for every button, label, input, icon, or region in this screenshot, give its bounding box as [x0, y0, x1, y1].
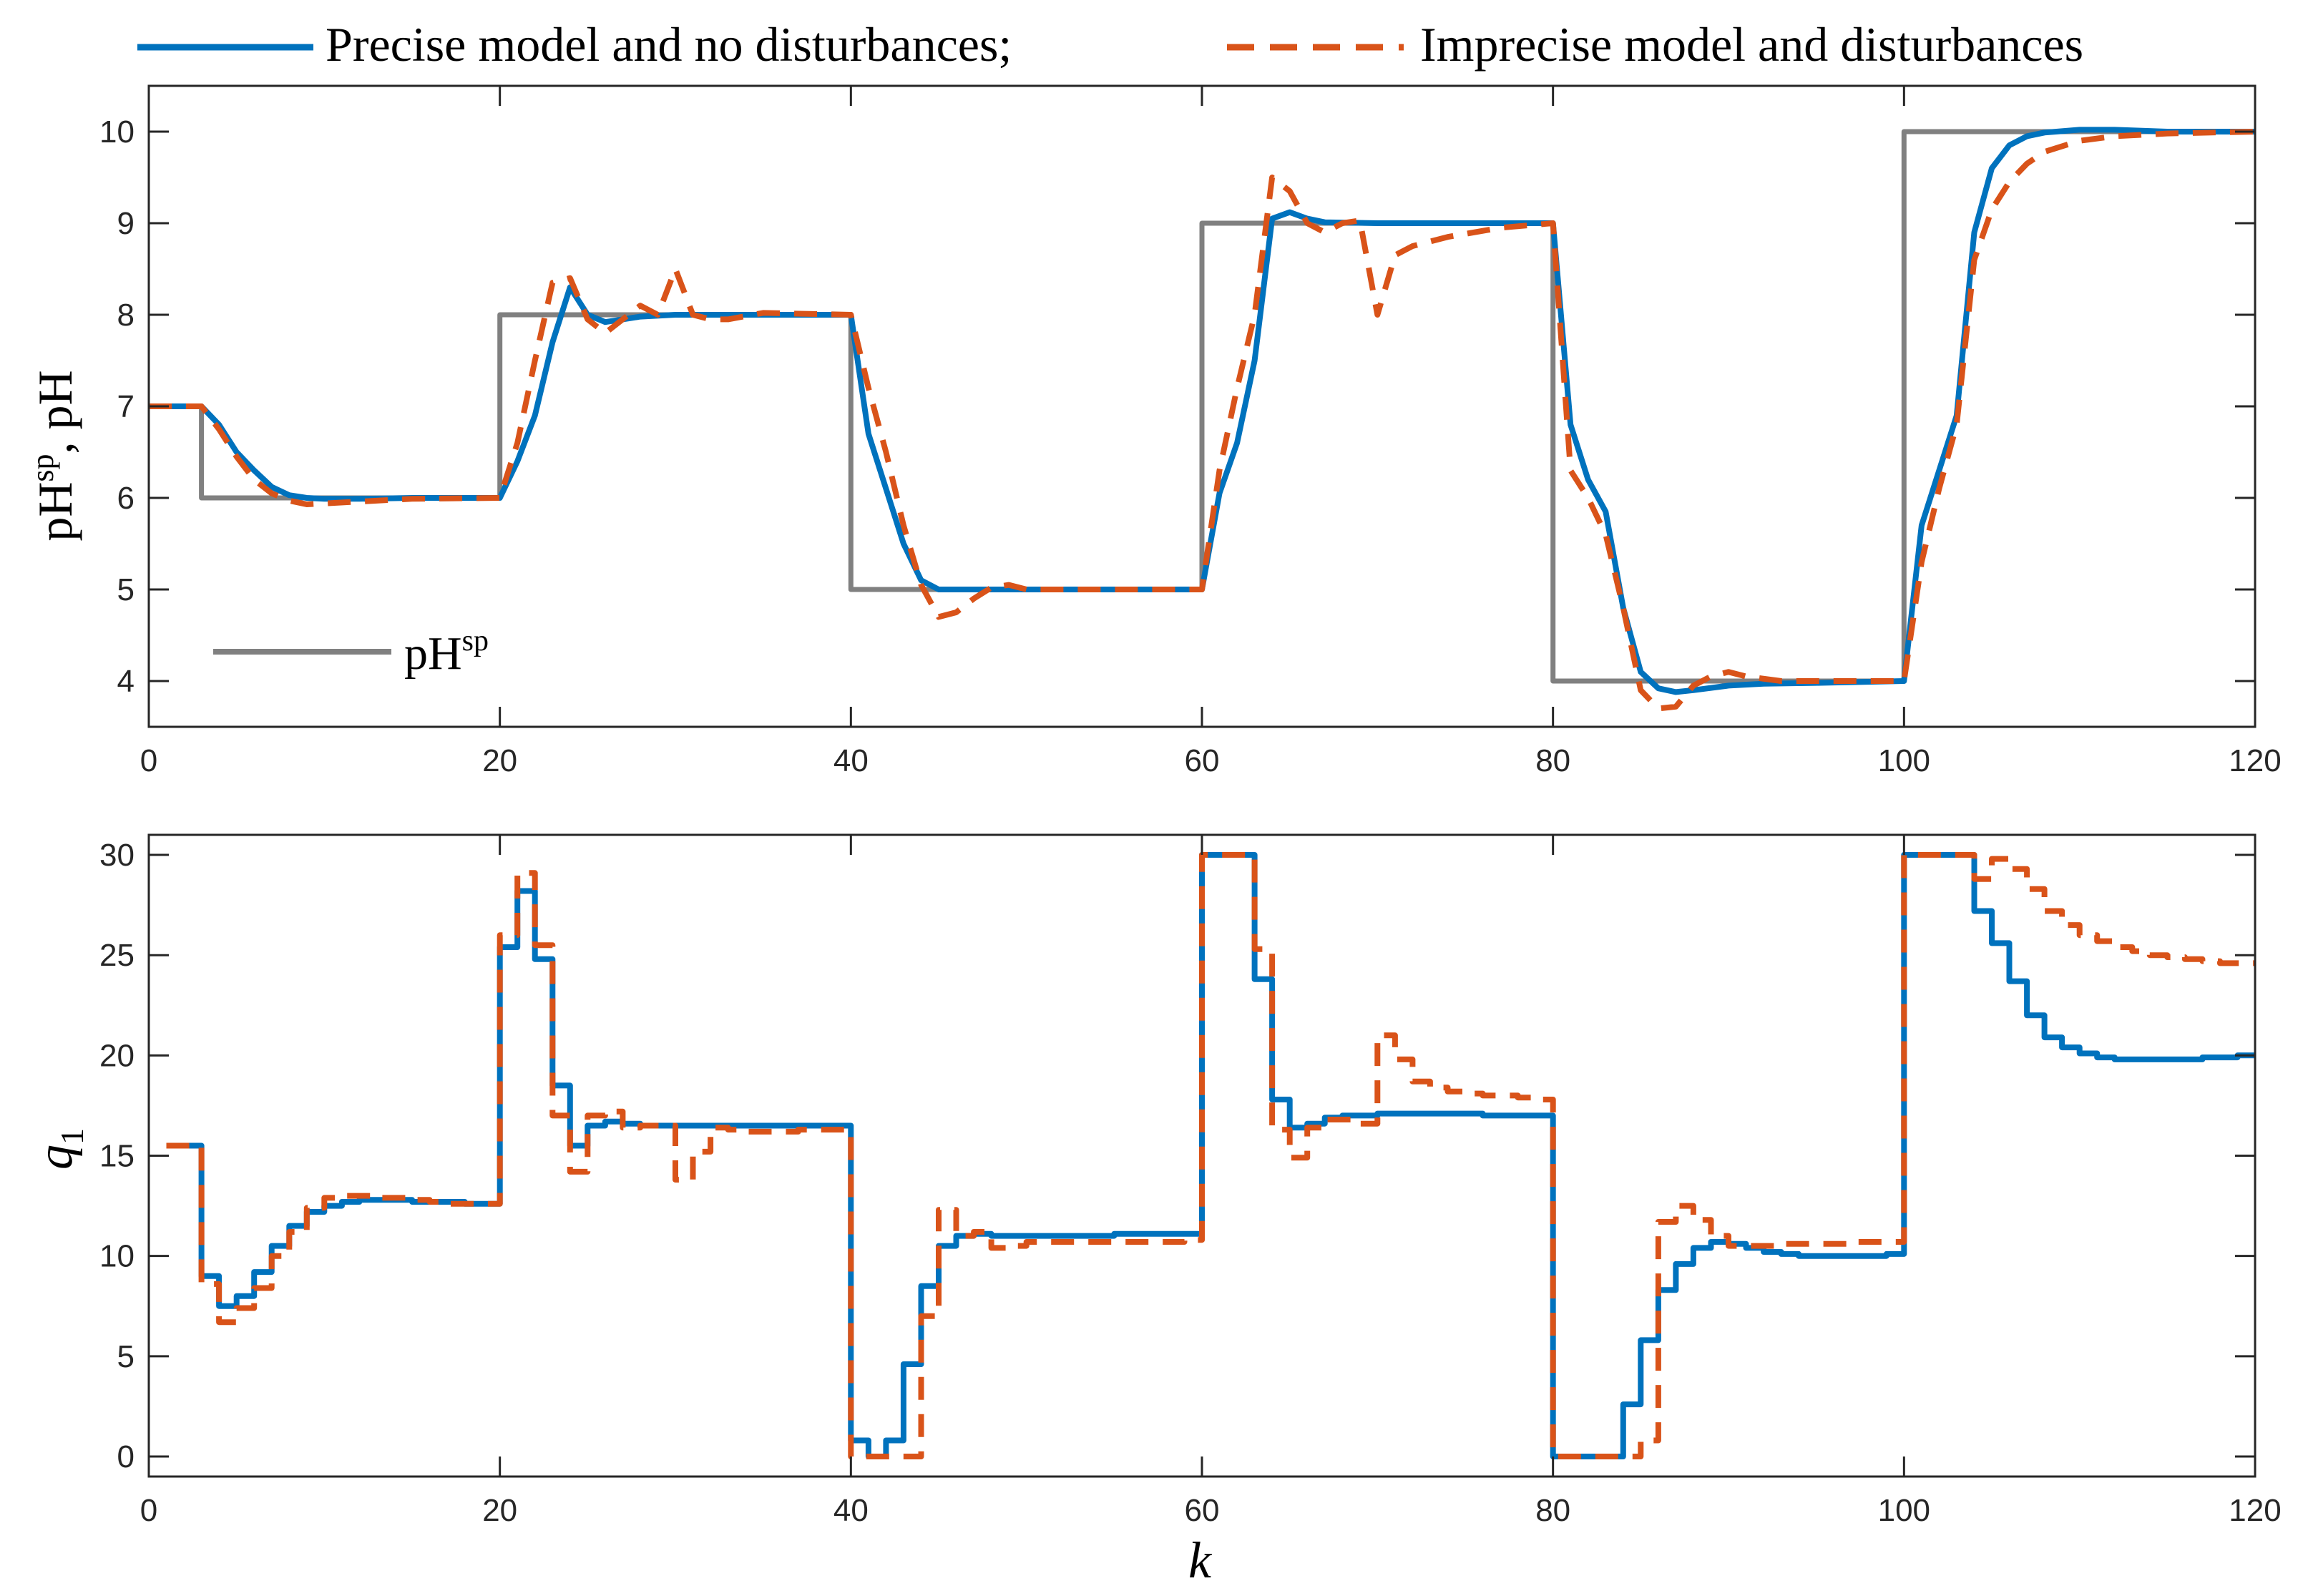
- ph-ytick-label: 10: [99, 114, 135, 150]
- ph-ytick-label: 7: [117, 389, 135, 424]
- ph-xtick-label: 80: [1535, 743, 1570, 778]
- ph-ytick-label: 8: [117, 298, 135, 333]
- q1-ytick-label: 30: [99, 838, 135, 873]
- ph-xtick-label: 100: [1878, 743, 1930, 778]
- q1-xtick-label: 60: [1185, 1493, 1220, 1528]
- q1-ytick-label: 20: [99, 1038, 135, 1073]
- ph-series-setpoint: [149, 129, 2255, 684]
- ph-axes: 0 20 40 60 80 100 120 4 5 6 7 8 9 10: [99, 84, 2282, 778]
- ph-ytick-label: 9: [117, 206, 135, 241]
- q1-axes: 0 20 40 60 80 100 120 0 5 10 15 20 25 30: [99, 833, 2282, 1528]
- ph-xtick-label: 20: [482, 743, 517, 778]
- legend: Precise model and no disturbances; Impre…: [137, 17, 2083, 72]
- ph-series-imprecise: [149, 129, 2256, 712]
- q1-ylabel: q1: [28, 1128, 90, 1170]
- ph-ytick-label: 5: [117, 572, 135, 607]
- ph-ylabel: pHsp, pH: [25, 370, 82, 541]
- ph-ytick-label: 6: [117, 481, 135, 516]
- q1-xtick-label: 40: [833, 1493, 869, 1528]
- q1-ytick-label: 25: [99, 938, 135, 973]
- q1-ytick-label: 0: [117, 1439, 135, 1474]
- q1-ytick-label: 15: [99, 1139, 135, 1174]
- legend-label-precise: Precise model and no disturbances;: [326, 17, 1012, 72]
- ph-xtick-label: 0: [140, 743, 157, 778]
- q1-series-precise: [166, 852, 2255, 1459]
- ph-xtick-label: 60: [1185, 743, 1220, 778]
- ph-ytick-label: 4: [117, 664, 135, 699]
- q1-xtick-label: 120: [2229, 1493, 2281, 1528]
- ph-xtick-label: 120: [2229, 743, 2281, 778]
- q1-ytick-label: 5: [117, 1339, 135, 1374]
- legend-label-imprecise: Imprecise model and disturbances: [1420, 17, 2083, 72]
- ph-xtick-label: 40: [833, 743, 869, 778]
- x-axis-label: k: [1188, 1532, 1213, 1589]
- q1-xtick-label: 80: [1535, 1493, 1570, 1528]
- q1-ytick-label: 10: [99, 1239, 135, 1274]
- q1-xtick-label: 20: [482, 1493, 517, 1528]
- setpoint-legend: pHsp: [213, 625, 489, 680]
- q1-xtick-label: 0: [140, 1493, 157, 1528]
- q1-xtick-label: 100: [1878, 1493, 1930, 1528]
- q1-series-imprecise: [166, 852, 2255, 1459]
- setpoint-legend-label: pHsp: [404, 625, 489, 680]
